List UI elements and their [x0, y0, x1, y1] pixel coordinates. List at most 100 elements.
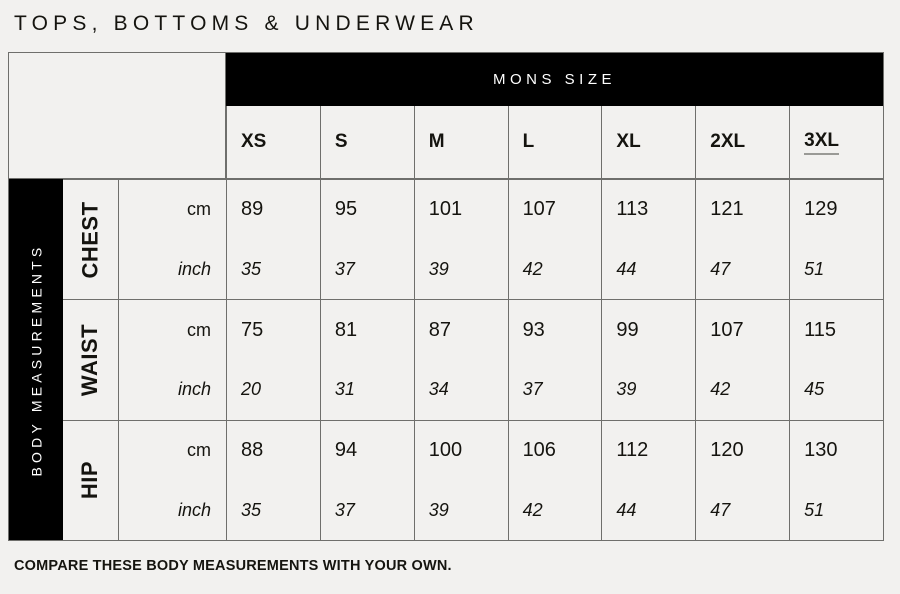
group-label-hip-text: HIP [77, 461, 103, 500]
size-header-2xl-label: 2XL [710, 131, 746, 152]
cell-hip-s-cm: 94 [334, 438, 358, 461]
cell-chest-3xl: 129 51 [789, 179, 883, 300]
cell-waist-l-inch: 37 [522, 379, 543, 400]
size-chart-table: MONS SIZE XS S M L XL 2XL 3XL BODY MEASU… [8, 52, 884, 541]
body-measurements-spine: BODY MEASUREMENTS [9, 179, 63, 540]
cell-waist-s-inch: 31 [334, 379, 355, 400]
cell-waist-2xl: 107 42 [695, 299, 790, 420]
cell-chest-l-cm: 107 [522, 198, 556, 221]
cell-waist-2xl-inch: 42 [710, 379, 731, 400]
cell-chest-xs: 89 35 [226, 179, 320, 300]
cell-hip-s-inch: 37 [334, 499, 355, 520]
size-header-s: S [319, 106, 414, 179]
body-measurements-label: BODY MEASUREMENTS [28, 243, 45, 476]
group-label-waist: WAIST [63, 299, 119, 420]
cell-chest-l: 107 42 [507, 179, 602, 300]
cell-chest-3xl-inch: 51 [804, 259, 825, 279]
cell-hip-3xl-cm: 130 [804, 438, 838, 461]
size-header-m-label: M [428, 131, 445, 152]
cell-chest-m-inch: 39 [428, 259, 449, 279]
cell-hip-s: 94 37 [319, 419, 414, 540]
cell-hip-m: 100 39 [413, 419, 508, 540]
cell-waist-xl-cm: 99 [616, 318, 639, 341]
cell-hip-2xl-cm: 120 [710, 438, 744, 461]
size-header-2xl: 2XL [695, 106, 790, 179]
cell-hip-xl-inch: 44 [616, 499, 637, 520]
cell-chest-3xl-cm: 129 [804, 198, 838, 221]
cell-hip-xs-inch: 35 [241, 499, 262, 520]
cell-waist-xs: 75 20 [226, 299, 320, 420]
cell-waist-s-cm: 81 [334, 318, 358, 341]
cell-chest-m: 101 39 [413, 179, 508, 300]
cell-hip-2xl-inch: 47 [710, 499, 731, 520]
unit-chest-cm: cm [187, 199, 211, 220]
cell-hip-xl: 112 44 [601, 419, 696, 540]
group-label-chest: CHEST [63, 179, 119, 300]
cell-waist-s: 81 31 [319, 299, 414, 420]
size-header-3xl-label: 3XL [804, 130, 839, 155]
group-label-hip: HIP [63, 419, 119, 540]
cell-waist-3xl-inch: 45 [804, 379, 825, 400]
cell-chest-xs-inch: 35 [241, 259, 262, 279]
cell-hip-l-cm: 106 [522, 438, 556, 461]
brand-size-band: MONS SIZE [226, 53, 883, 106]
unit-cell-waist: cm inch [119, 299, 226, 420]
cell-hip-xl-cm: 112 [616, 438, 649, 461]
cell-hip-l-inch: 42 [522, 499, 543, 520]
cell-waist-m-inch: 34 [428, 379, 449, 400]
cell-hip-m-inch: 39 [428, 499, 449, 520]
cell-waist-l: 93 37 [507, 299, 602, 420]
cell-chest-s-inch: 37 [334, 259, 355, 279]
group-label-chest-text: CHEST [77, 201, 103, 279]
cell-waist-m-cm: 87 [428, 318, 451, 341]
page-title: TOPS, BOTTOMS & UNDERWEAR [14, 12, 479, 35]
cell-chest-xl-inch: 44 [616, 259, 637, 279]
size-header-m: M [413, 106, 508, 179]
cell-waist-l-cm: 93 [522, 318, 545, 341]
cell-waist-xl: 99 39 [601, 299, 696, 420]
cell-waist-xs-inch: 20 [241, 379, 262, 400]
cell-hip-xs: 88 35 [226, 419, 320, 540]
unit-cell-chest: cm inch [119, 179, 226, 300]
cell-waist-m: 87 34 [413, 299, 508, 420]
unit-hip-cm: cm [187, 439, 211, 460]
size-header-l-label: L [522, 131, 535, 152]
cell-hip-l: 106 42 [507, 419, 602, 540]
cell-chest-xl-cm: 113 [616, 198, 649, 221]
cell-chest-xl: 113 44 [601, 179, 696, 300]
unit-hip-inch: inch [177, 499, 211, 520]
size-header-3xl: 3XL [789, 106, 883, 179]
size-header-xl: XL [601, 106, 696, 179]
cell-chest-s: 95 37 [319, 179, 414, 300]
size-header-xs-label: XS [241, 131, 267, 152]
cell-chest-l-inch: 42 [522, 259, 543, 279]
size-chart-grid: MONS SIZE XS S M L XL 2XL 3XL BODY MEASU… [9, 53, 883, 540]
cell-chest-2xl-cm: 121 [710, 198, 744, 221]
cell-waist-2xl-cm: 107 [710, 318, 744, 341]
cell-chest-m-cm: 101 [428, 198, 463, 221]
cell-chest-s-cm: 95 [334, 198, 358, 221]
cell-waist-xl-inch: 39 [616, 379, 637, 400]
corner-blank-cell [9, 53, 226, 179]
cell-chest-2xl: 121 47 [695, 179, 790, 300]
cell-hip-m-cm: 100 [428, 438, 463, 461]
size-header-l: L [507, 106, 602, 179]
size-header-xs: XS [226, 106, 320, 179]
size-header-xl-label: XL [616, 131, 641, 152]
unit-chest-inch: inch [177, 259, 211, 279]
cell-hip-xs-cm: 88 [241, 438, 264, 461]
cell-waist-3xl: 115 45 [789, 299, 883, 420]
footer-note: COMPARE THESE BODY MEASUREMENTS WITH YOU… [14, 558, 452, 574]
cell-chest-2xl-inch: 47 [710, 259, 731, 279]
group-label-waist-text: WAIST [77, 323, 103, 397]
cell-waist-xs-cm: 75 [241, 318, 264, 341]
unit-waist-cm: cm [187, 319, 211, 340]
unit-waist-inch: inch [177, 379, 211, 400]
cell-hip-2xl: 120 47 [695, 419, 790, 540]
cell-waist-3xl-cm: 115 [804, 318, 837, 341]
cell-hip-3xl: 130 51 [789, 419, 883, 540]
unit-cell-hip: cm inch [119, 419, 226, 540]
cell-hip-3xl-inch: 51 [804, 499, 825, 520]
size-header-s-label: S [334, 131, 348, 152]
